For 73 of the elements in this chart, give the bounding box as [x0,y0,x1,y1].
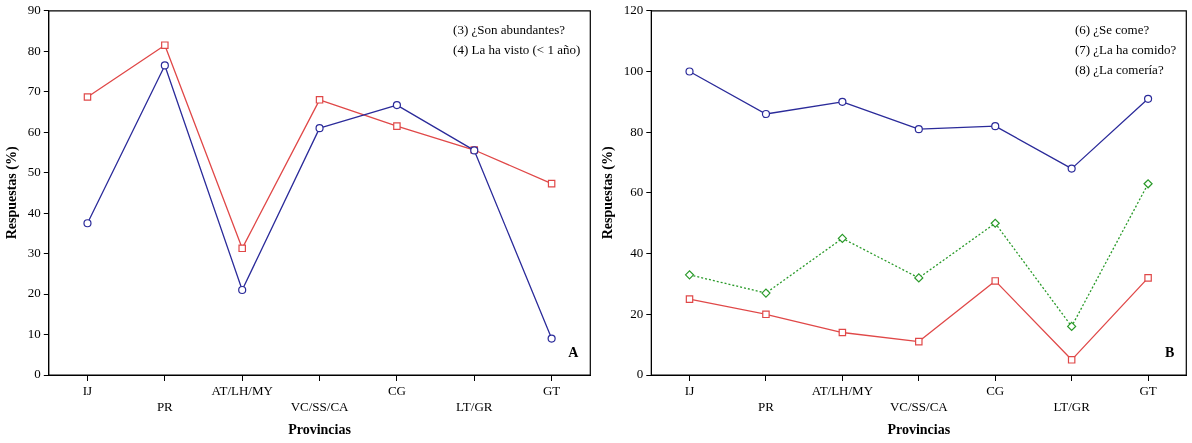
y-tick-label: 60 [630,184,644,200]
point [1143,94,1153,103]
annotation: (4) La ha visto (< 1 año) [453,42,581,58]
annotation: B [1164,344,1175,360]
point [1067,164,1076,173]
y-tick-label: 0 [34,366,41,382]
point [914,125,923,134]
y-tick-label: 40 [630,245,644,261]
point [991,277,1000,285]
y-tick-label: 0 [636,366,644,382]
x-tick-label: VC/SS/CA [290,398,350,414]
x-axis-title: Provincias [887,422,951,438]
y-tick-label: 50 [27,164,41,180]
point [1067,356,1076,364]
y-axis-title: Respuestas (%) [4,146,21,240]
annotation: (7) ¿La ha comido? [1074,42,1177,58]
y-tick-label: 40 [27,204,41,220]
x-tick-label: LT/GR [456,398,493,414]
x-tick-label: VC/SS/CA [889,398,949,414]
annotation: (8) ¿La comería? [1074,62,1164,78]
point [990,218,1000,228]
point [238,244,246,253]
y-tick-label: 60 [27,123,41,139]
point [1143,179,1153,189]
point [915,337,923,346]
x-tick-label: GT [542,383,561,399]
y-tick-label: 80 [27,42,41,58]
y-tick-label: 70 [27,83,41,99]
annotation: (3) ¿Son abundantes? [453,22,566,38]
point [761,288,771,298]
point [991,122,1000,131]
point [83,219,92,228]
point [393,122,401,130]
annotation: A [568,344,580,360]
point [838,97,847,106]
point [83,93,92,101]
x-tick-label: LT/GR [1053,398,1091,414]
point [685,295,694,303]
x-tick-label: AT/LH/MY [211,383,274,399]
y-axis-title: Respuestas (%) [600,146,617,240]
x-tick-label: GT [1139,383,1157,399]
y-tick-label: 20 [27,285,41,301]
point [914,273,924,283]
point [761,109,771,119]
point [1144,274,1152,282]
y-tick-label: 10 [27,325,41,341]
x-tick-label: PR [156,398,174,414]
y-tick-label: 100 [623,62,644,78]
point [161,41,169,49]
x-tick-label: CG [986,383,1005,399]
point [238,285,247,295]
y-tick-label: 90 [27,2,41,18]
y-tick-label: 20 [630,305,644,321]
y-tick-label: 120 [623,2,644,18]
x-tick-label: IJ [684,383,695,399]
point [160,61,169,70]
point [684,270,695,280]
point [315,96,324,104]
x-tick-label: CG [387,383,406,399]
point [1067,321,1077,332]
x-tick-label: AT/LH/MY [811,383,874,399]
point [837,233,847,244]
point [315,124,324,133]
y-tick-label: 80 [630,123,644,139]
x-axis-title: Provincias [288,422,352,438]
point [547,334,556,343]
x-tick-label: IJ [82,383,93,399]
annotation: (6) ¿Se come? [1074,22,1150,38]
point [392,100,402,110]
x-tick-label: PR [757,398,775,414]
y-tick-label: 30 [27,245,41,261]
point [685,67,694,76]
point [762,310,770,319]
